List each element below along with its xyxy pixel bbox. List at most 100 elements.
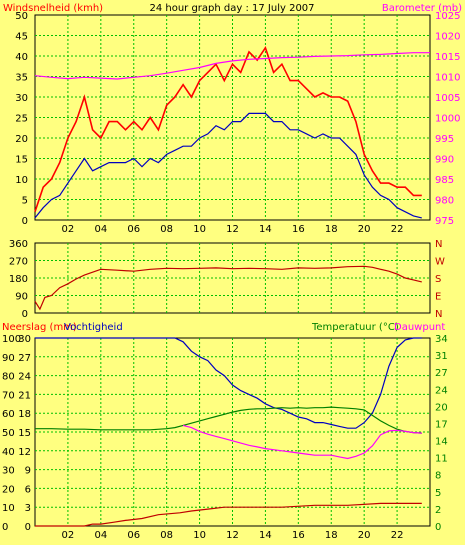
x-tick-label: 10 bbox=[193, 224, 206, 235]
right-tick-label: 27 bbox=[435, 368, 448, 379]
left-tick-label: 0 bbox=[22, 309, 28, 320]
right-tick-label: 2 bbox=[435, 505, 441, 516]
left-tick-label: 180 bbox=[9, 274, 28, 285]
temperature-right-ticks: 0 2 5 8 11 14 17 20 24 27 31 34 bbox=[435, 334, 448, 533]
left-axis-title-wind: Windsnelheid (kmh) bbox=[3, 3, 103, 14]
x-tick-label: 22 bbox=[391, 530, 404, 541]
left-tick-label: 45 bbox=[15, 32, 28, 43]
left-tick-label: 18 bbox=[18, 409, 31, 420]
humidity-tick-label: 80 bbox=[2, 372, 15, 383]
rain-left-ticks: 0 3 6 9 12 15 18 21 24 27 30 bbox=[18, 334, 31, 533]
series-barometer bbox=[34, 52, 430, 80]
left-tick-label: 270 bbox=[9, 257, 28, 268]
x-tick-label: 06 bbox=[127, 530, 140, 541]
humidity-tick-label: 50 bbox=[2, 428, 15, 439]
right-tick-label: 5 bbox=[435, 488, 441, 499]
right-tick-label: 975 bbox=[435, 216, 454, 227]
temp-x-ticks: 02 04 06 08 10 12 14 16 18 20 22 bbox=[62, 530, 404, 541]
x-tick-label: 16 bbox=[292, 224, 305, 235]
humidity-left-ticks: 0 10 20 30 40 50 60 70 80 90 100 bbox=[2, 334, 21, 533]
series-dewpoint bbox=[182, 424, 422, 460]
left-tick-label: 90 bbox=[15, 292, 28, 303]
x-tick-label: 08 bbox=[160, 530, 173, 541]
direction-series bbox=[34, 265, 422, 311]
right-tick-label: 34 bbox=[435, 334, 448, 345]
humidity-tick-label: 30 bbox=[2, 466, 15, 477]
x-tick-label: 10 bbox=[193, 530, 206, 541]
left-tick-label: 27 bbox=[18, 353, 31, 364]
direction-grid bbox=[35, 243, 430, 313]
x-tick-label: 16 bbox=[292, 530, 305, 541]
right-tick-label: 1000 bbox=[435, 114, 460, 125]
left-tick-label: 40 bbox=[15, 52, 28, 63]
right-tick-label: 1025 bbox=[435, 11, 460, 22]
x-tick-label: 14 bbox=[259, 224, 272, 235]
right-tick-label: N bbox=[435, 309, 442, 320]
left-axis-title-rain: Neerslag (mm) bbox=[2, 322, 77, 333]
right-tick-label: 14 bbox=[435, 437, 448, 448]
series-humidity bbox=[35, 337, 422, 429]
humidity-tick-label: 40 bbox=[2, 447, 15, 458]
left-tick-label: 3 bbox=[25, 503, 31, 514]
temp-series bbox=[35, 337, 422, 527]
x-tick-label: 18 bbox=[325, 224, 338, 235]
humidity-tick-label: 90 bbox=[2, 353, 15, 364]
x-tick-label: 20 bbox=[358, 530, 371, 541]
right-tick-label: 985 bbox=[435, 175, 454, 186]
x-tick-label: 08 bbox=[160, 224, 173, 235]
humidity-tick-label: 100 bbox=[2, 334, 21, 345]
temp-grid bbox=[35, 338, 430, 526]
left-tick-label: 0 bbox=[25, 522, 31, 533]
left-tick-label: 10 bbox=[15, 175, 28, 186]
series-temperature bbox=[35, 406, 422, 434]
right-tick-label: 20 bbox=[435, 402, 448, 413]
series-wind_avg bbox=[34, 112, 422, 219]
right-tick-label: 24 bbox=[435, 385, 448, 396]
x-tick-label: 22 bbox=[391, 224, 404, 235]
right-tick-label: 11 bbox=[435, 454, 448, 465]
right-tick-label: 1010 bbox=[435, 73, 460, 84]
wind-x-ticks: 02 04 06 08 10 12 14 16 18 20 22 bbox=[62, 224, 404, 235]
wind-series bbox=[34, 45, 430, 219]
x-tick-label: 12 bbox=[226, 530, 239, 541]
chart-title: 24 hour graph day : 17 July 2007 bbox=[149, 3, 314, 14]
humidity-tick-label: 0 bbox=[2, 522, 8, 533]
right-tick-label: E bbox=[435, 292, 441, 303]
left-tick-label: 24 bbox=[18, 372, 31, 383]
right-tick-label: 31 bbox=[435, 351, 448, 362]
right-tick-label: W bbox=[435, 257, 445, 268]
right-tick-label: 17 bbox=[435, 419, 448, 430]
x-tick-label: 04 bbox=[94, 530, 107, 541]
series-wind_gust bbox=[34, 45, 422, 213]
left-tick-label: 0 bbox=[22, 216, 28, 227]
left-axis-title-humidity: Vochtigheid bbox=[64, 322, 123, 333]
left-tick-label: 30 bbox=[15, 93, 28, 104]
wind-left-ticks: 0 5 10 15 20 25 30 35 40 45 50 bbox=[15, 11, 28, 227]
right-tick-label: 1015 bbox=[435, 52, 460, 63]
right-tick-label: 995 bbox=[435, 134, 454, 145]
x-tick-label: 20 bbox=[358, 224, 371, 235]
left-tick-label: 35 bbox=[15, 73, 28, 84]
right-axis-title-dewpoint: Dauwpunt bbox=[394, 322, 445, 333]
left-tick-label: 20 bbox=[15, 134, 28, 145]
humidity-tick-label: 10 bbox=[2, 503, 15, 514]
left-tick-label: 30 bbox=[18, 334, 31, 345]
series-direction bbox=[34, 265, 422, 311]
left-tick-label: 5 bbox=[22, 196, 28, 207]
right-tick-label: 990 bbox=[435, 155, 454, 166]
right-tick-label: S bbox=[435, 274, 441, 285]
left-tick-label: 25 bbox=[15, 114, 28, 125]
series-rain bbox=[35, 502, 422, 527]
right-axis-title-barometer: Barometer (mb) bbox=[382, 3, 462, 14]
x-tick-label: 18 bbox=[325, 530, 338, 541]
left-tick-label: 12 bbox=[18, 447, 31, 458]
x-tick-label: 02 bbox=[62, 224, 75, 235]
barometer-right-ticks: 975 980 985 990 995 1000 1005 1010 1015 1020 1025 bbox=[435, 11, 460, 227]
right-tick-label: 980 bbox=[435, 196, 454, 207]
left-tick-label: 15 bbox=[15, 155, 28, 166]
